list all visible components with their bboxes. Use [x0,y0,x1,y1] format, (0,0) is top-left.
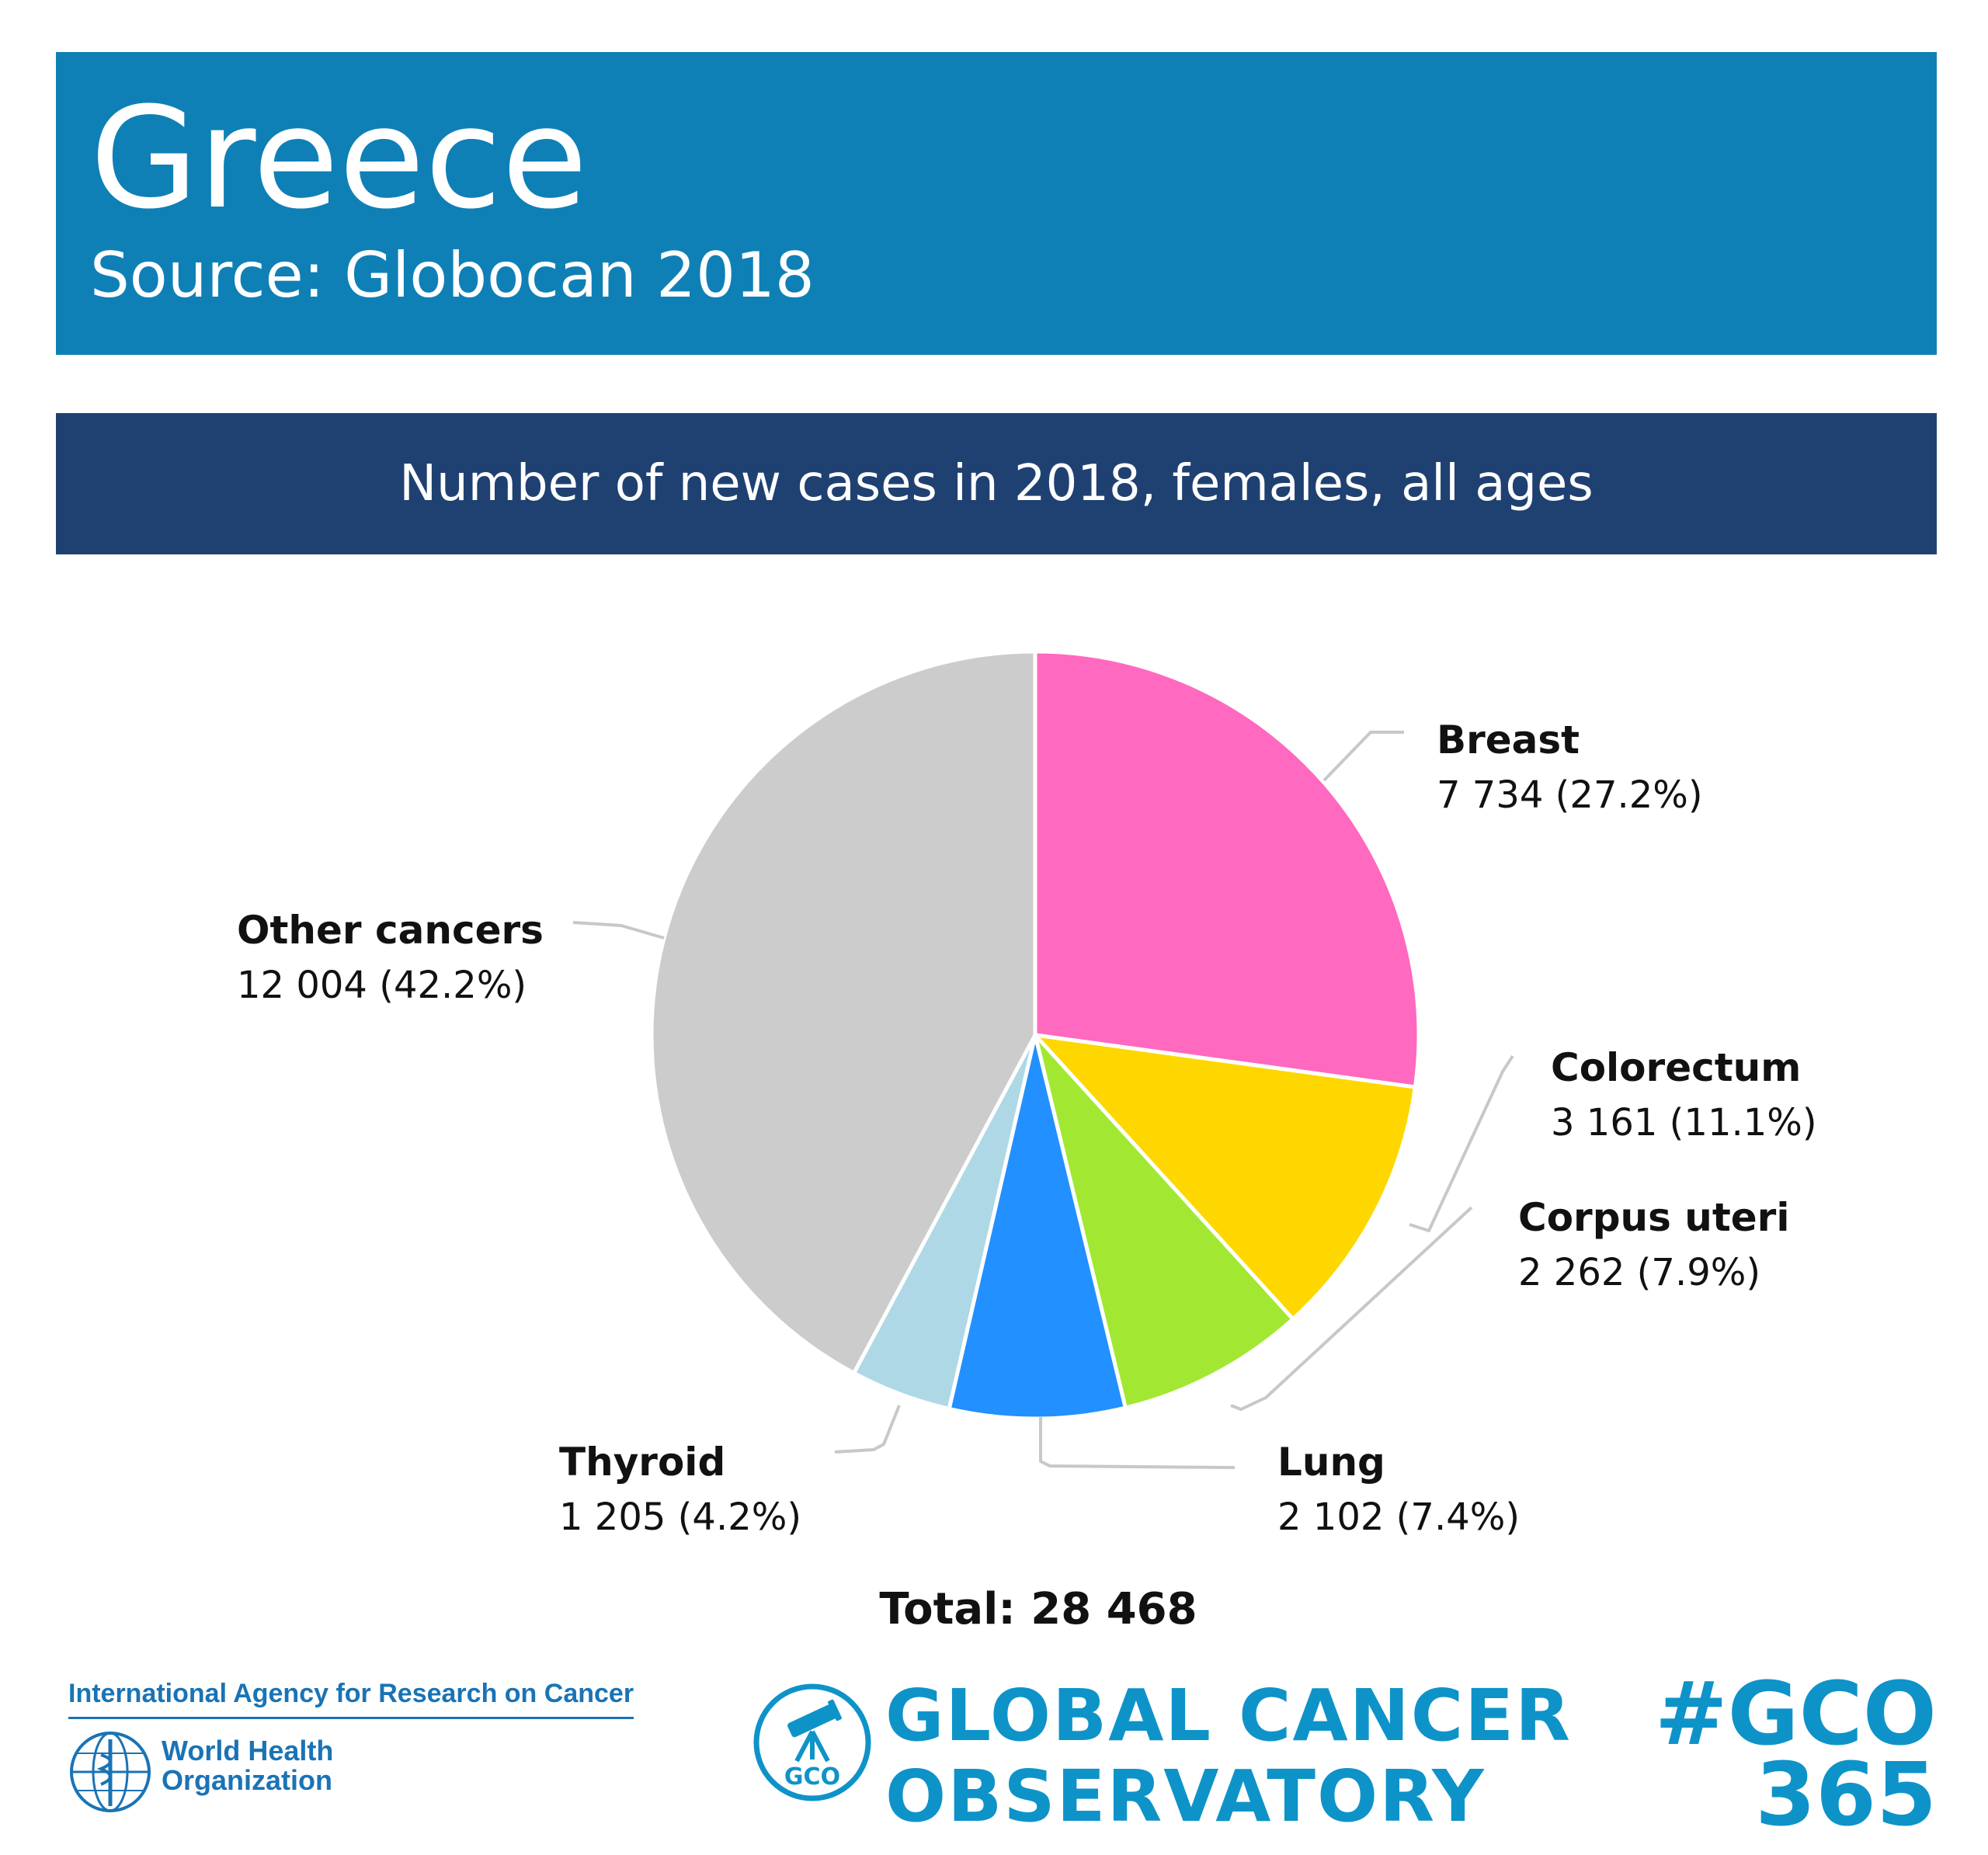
leader-line-other-cancers [572,921,665,940]
leader-line-colorectum [1409,1054,1514,1232]
slice-value-label: 2 262 (7.9%) [1518,1251,1760,1294]
slice-name-label: Breast [1437,717,1580,762]
pie-slice-other-cancers [649,649,1037,1375]
page-title: Greece [90,78,588,240]
slice-value-label: 7 734 (27.2%) [1437,773,1703,817]
slice-name-label: Colorectum [1551,1045,1801,1090]
chart-title-banner: Number of new cases in 2018, females, al… [56,413,1937,554]
slice-value-label: 3 161 (11.1%) [1551,1101,1817,1145]
pie-slices [649,649,1421,1421]
leader-line-corpus-uteri [1230,1206,1473,1411]
iarc-name: International Agency for Research on Can… [68,1679,634,1719]
page-subtitle: Source: Globocan 2018 [90,239,815,311]
leader-line-thyroid [834,1405,901,1454]
slice-name-label: Thyroid [559,1440,725,1485]
pie-slice-corpus-uteri [1033,1033,1295,1410]
pie-slice-colorectum [1033,1033,1417,1322]
slice-value-label: 12 004 (42.2%) [237,964,527,1007]
pie-chart: Breast 7 734 (27.2%) Colorectum 3 161 (11.1… [237,649,1817,1539]
leader-line-lung [1039,1417,1236,1469]
slice-labels: Breast 7 734 (27.2%) Colorectum 3 161 (11.1… [237,717,1817,1539]
who-name: World Health Organization [162,1735,334,1796]
leader-lines [572,731,1514,1469]
gco-telescope-icon: GCO [753,1683,871,1801]
gco-emblem-label: GCO [784,1763,840,1791]
slice-name-label: Corpus uteri [1518,1195,1789,1240]
gco-wordmark: GLOBAL CANCER OBSERVATORY [885,1674,1572,1838]
slice-value-label: 2 102 (7.4%) [1277,1495,1520,1539]
slice-name-label: Lung [1277,1440,1385,1485]
gco-hashtag: #GCO 365 [1654,1664,1937,1846]
slice-name-label: Other cancers [237,908,544,953]
who-emblem-icon [70,1732,151,1812]
slice-value-label: 1 205 (4.2%) [559,1495,801,1539]
chart-total: Total: 28 468 [879,1584,1197,1634]
leader-line-breast [1322,731,1404,782]
pie-slice-lung [947,1033,1128,1421]
pie-slice-breast [1033,649,1421,1089]
header-panel: Greece Source: Globocan 2018 [56,52,1937,355]
